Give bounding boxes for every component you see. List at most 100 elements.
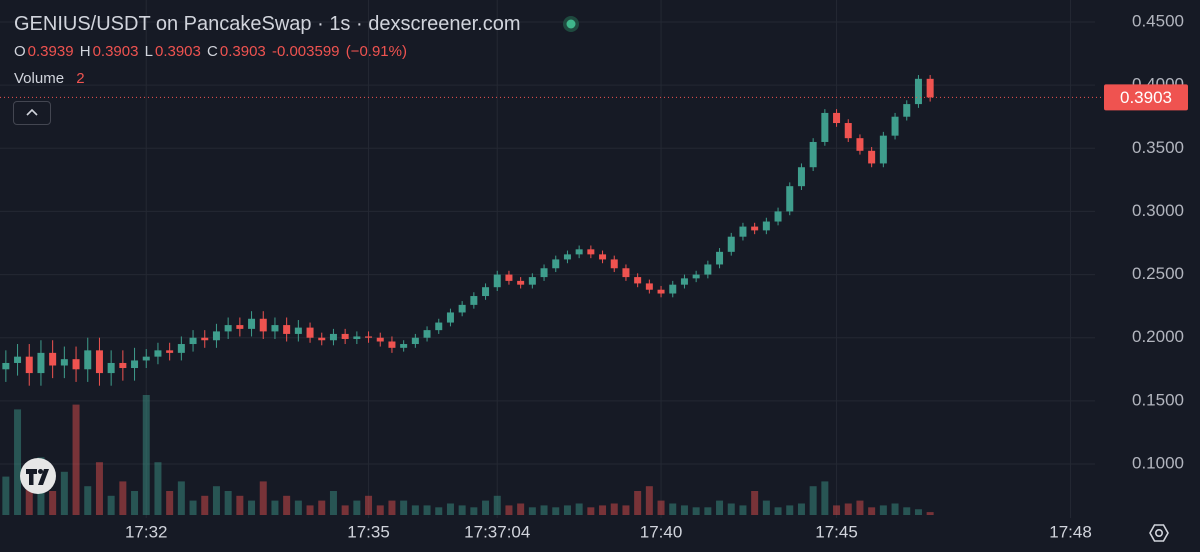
volume-bar	[306, 505, 314, 515]
candle-body	[891, 116, 899, 136]
candle-body	[540, 268, 548, 278]
legend-value: 0.3903	[219, 43, 266, 60]
volume-bar	[540, 505, 548, 515]
candle-body	[49, 352, 57, 366]
candle-body	[622, 268, 630, 278]
volume-bar	[84, 486, 92, 515]
legend-key: L	[144, 43, 153, 60]
volume-bar	[400, 500, 408, 515]
status-dot	[566, 19, 576, 29]
candle-body	[60, 359, 68, 366]
candle-body	[868, 150, 876, 164]
volume-bar	[329, 491, 337, 515]
legend-key: C	[207, 43, 218, 60]
candle-body	[271, 325, 279, 332]
volume-bar	[610, 503, 618, 515]
candle-body	[224, 325, 232, 332]
volume-bar	[365, 495, 373, 515]
x-tick-label: 17:40	[640, 522, 683, 541]
candle-body	[14, 356, 22, 363]
chart-title: GENIUS/USDT on PancakeSwap · 1s · dexscr…	[14, 13, 521, 35]
candle-body	[587, 249, 595, 255]
volume-bar	[599, 505, 607, 515]
legend-key: Volume	[14, 70, 65, 87]
volume-bar	[528, 507, 536, 515]
volume-bar	[622, 505, 630, 515]
candle-body	[2, 362, 10, 370]
candle-body	[599, 254, 607, 260]
volume-bar	[25, 486, 33, 515]
volume-bar	[762, 500, 770, 515]
candle-body	[610, 259, 618, 269]
volume-bar	[903, 507, 911, 515]
volume-bar	[774, 507, 782, 515]
volume-bar	[891, 503, 899, 515]
volume-bar	[914, 509, 922, 515]
candle-body	[458, 304, 466, 313]
candle-body	[762, 221, 770, 231]
candle-body	[716, 251, 724, 265]
candle-body	[353, 336, 361, 339]
volume-bar	[107, 495, 115, 515]
volume-bar	[680, 505, 688, 515]
volume-bar	[283, 495, 291, 515]
legend-change: -0.003599	[271, 43, 340, 60]
x-tick-label: 17:32	[125, 522, 168, 541]
volume-bar	[236, 495, 244, 515]
candle-body	[786, 186, 794, 212]
volume-bar	[177, 481, 185, 515]
candle-body	[821, 112, 829, 142]
volume-bar	[142, 395, 150, 515]
volume-bar	[60, 471, 68, 515]
candle-body	[376, 337, 384, 342]
candle-body	[528, 277, 536, 285]
volume-bar	[821, 481, 829, 515]
candle-body	[809, 141, 817, 168]
volume-bar	[2, 476, 10, 515]
candle-body	[388, 341, 396, 348]
volume-bar	[809, 486, 817, 515]
volume-bar	[435, 507, 443, 515]
volume-bar	[505, 505, 513, 515]
candle-body	[482, 287, 490, 297]
volume-bar	[517, 503, 525, 515]
collapse-button[interactable]	[13, 101, 51, 125]
candle-body	[833, 112, 841, 124]
volume-bar	[786, 505, 794, 515]
volume-bar	[341, 505, 349, 515]
volume-bar	[493, 495, 501, 515]
volume-bar	[470, 507, 478, 515]
legend-value: 0.3903	[92, 43, 139, 60]
candle-body	[774, 211, 782, 222]
y-tick-label: 0.2000	[1132, 327, 1184, 346]
volume-bar	[353, 500, 361, 515]
volume-bar	[119, 481, 127, 515]
settings-icon[interactable]	[1149, 524, 1169, 542]
volume-bar	[868, 507, 876, 515]
candle-body	[142, 356, 150, 361]
candle-body	[365, 336, 373, 338]
volume-bar	[14, 409, 22, 515]
candle-body	[505, 274, 513, 281]
legend-key: O	[14, 43, 26, 60]
candle-body	[879, 135, 887, 164]
legend-key: H	[79, 43, 91, 60]
volume-bar	[423, 505, 431, 515]
candle-body	[95, 350, 103, 374]
volume-bar	[669, 503, 677, 515]
candle-body	[552, 259, 560, 269]
volume-bar	[49, 491, 57, 515]
y-tick-label: 0.2500	[1132, 264, 1184, 283]
legend-value: 0.3939	[27, 43, 74, 60]
volume-bar	[166, 491, 174, 515]
candle-body	[423, 330, 431, 338]
volume-bar	[657, 500, 665, 515]
volume-bar	[446, 503, 454, 515]
tradingview-logo	[20, 458, 56, 494]
volume-bar	[95, 462, 103, 515]
candle-body	[177, 344, 185, 353]
volume-bar	[587, 507, 595, 515]
legend-value: 2	[76, 70, 85, 87]
candle-body	[751, 226, 759, 231]
candle-body	[329, 333, 337, 341]
